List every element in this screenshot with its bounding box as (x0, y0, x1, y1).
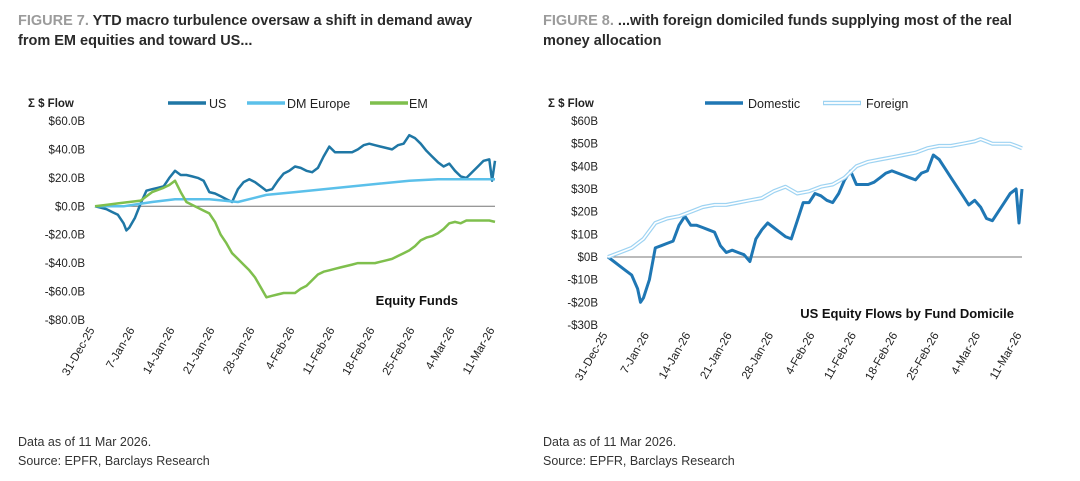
figure-8-source: Source: EPFR, Barclays Research (543, 454, 735, 468)
x-tick-label: 7-Jan-26 (105, 326, 138, 371)
series-line-domestic (607, 153, 1024, 304)
x-tick-label: 11-Feb-26 (822, 331, 859, 382)
figure-8-footnote: Data as of 11 Mar 2026. Source: EPFR, Ba… (543, 433, 735, 471)
x-tick-label: 14-Jan-26 (657, 331, 693, 382)
x-tick-label: 28-Jan-26 (221, 326, 257, 377)
x-tick-label: 11-Mar-26 (461, 326, 497, 377)
us-dm-em-flow-chart: Σ $ Flow $60.0B $40.0B $20.0B $0.0B -$20.0B -$… (28, 97, 498, 379)
y-tick-label: -$30B (567, 320, 598, 332)
figure-7-panel: FIGURE 7. YTD macro turbulence oversaw a… (0, 0, 530, 481)
y-tick-label: $40.0B (49, 144, 86, 156)
figure-8-title-line2: money allocation (543, 33, 662, 49)
figure-8-number: FIGURE 8. (543, 13, 614, 29)
y-tick-label: -$20.0B (45, 230, 86, 242)
figure-7-title: FIGURE 7. YTD macro turbulence oversaw a… (18, 11, 518, 51)
chart-annotation: Equity Funds (376, 293, 458, 308)
y-axis-title: Σ $ Flow (548, 98, 594, 110)
y-tick-label: -$40.0B (45, 258, 86, 270)
x-tick-label: 21-Jan-26 (181, 326, 217, 377)
x-tick-label: 21-Jan-26 (699, 331, 735, 382)
legend-label-em: EM (409, 97, 428, 111)
figure-7-title-line1: YTD macro turbulence oversaw a shift in … (88, 13, 473, 29)
x-tick-label: 31-Dec-25 (573, 331, 610, 384)
figure-8-title-line1: ...with foreign domiciled funds supplyin… (613, 13, 1012, 29)
chart-annotation: US Equity Flows by Fund Domicile (800, 306, 1014, 321)
x-tick-label: 4-Feb-26 (264, 326, 298, 372)
x-tick-label: 11-Mar-26 (988, 331, 1024, 382)
y-tick-label: -$20B (567, 297, 598, 309)
y-tick-label: $40B (571, 161, 598, 173)
y-tick-label: $60B (571, 116, 598, 128)
y-tick-label: $0.0B (55, 201, 85, 213)
y-tick-label: $60.0B (49, 116, 86, 128)
figure-7-title-line2: from EM equities and toward US... (18, 33, 253, 49)
series-line-em (94, 179, 496, 299)
x-tick-label: 18-Feb-26 (341, 326, 378, 378)
y-tick-label: $20B (571, 207, 598, 219)
y-tick-label: $0B (578, 252, 599, 264)
legend-label-us: US (209, 97, 226, 111)
y-tick-label: -$80.0B (45, 315, 86, 327)
x-tick-label: 4-Mar-26 (949, 331, 983, 377)
x-tick-label: 28-Jan-26 (740, 331, 776, 382)
y-axis-title: Σ $ Flow (28, 98, 74, 110)
x-tick-label: 4-Feb-26 (784, 331, 818, 377)
y-tick-label: -$10B (567, 275, 598, 287)
x-tick-label: 18-Feb-26 (863, 331, 900, 383)
y-tick-label: $50B (571, 139, 598, 151)
y-tick-label: $20.0B (49, 173, 86, 185)
y-tick-label: $10B (571, 229, 598, 241)
x-tick-label: 25-Feb-26 (905, 331, 942, 383)
x-tick-label: 11-Feb-26 (301, 326, 338, 377)
y-tick-label: -$60.0B (45, 287, 86, 299)
series-line-us (94, 133, 497, 232)
series-line-foreign-inner (607, 138, 1023, 258)
figure-7-source: Source: EPFR, Barclays Research (18, 454, 210, 468)
legend-label-dm-europe: DM Europe (287, 97, 350, 111)
legend-label-domestic: Domestic (748, 97, 800, 111)
fund-domicile-flow-chart: Σ $ Flow $60B $50B $40B $30B $20B $10B $0B -$10B… (548, 97, 1025, 384)
figure-8-panel: FIGURE 8. ...with foreign domiciled fund… (530, 0, 1080, 481)
x-tick-label: 4-Mar-26 (424, 326, 458, 372)
y-tick-label: $30B (571, 184, 598, 196)
figure-7-footnote: Data as of 11 Mar 2026. Source: EPFR, Ba… (18, 433, 210, 471)
figure-8-data-date: Data as of 11 Mar 2026. (543, 435, 677, 449)
x-tick-label: 14-Jan-26 (141, 326, 177, 377)
figure-7-data-date: Data as of 11 Mar 2026. (18, 435, 152, 449)
series-line-dm-europe (95, 178, 495, 208)
figure-7-number: FIGURE 7. (18, 13, 89, 29)
figure-8-title: FIGURE 8. ...with foreign domiciled fund… (543, 11, 1073, 51)
legend-label-foreign: Foreign (866, 97, 908, 111)
x-tick-label: 7-Jan-26 (619, 331, 652, 376)
x-tick-label: 31-Dec-25 (60, 326, 97, 379)
series-line-foreign (607, 137, 1023, 259)
x-tick-label: 25-Feb-26 (381, 326, 418, 378)
